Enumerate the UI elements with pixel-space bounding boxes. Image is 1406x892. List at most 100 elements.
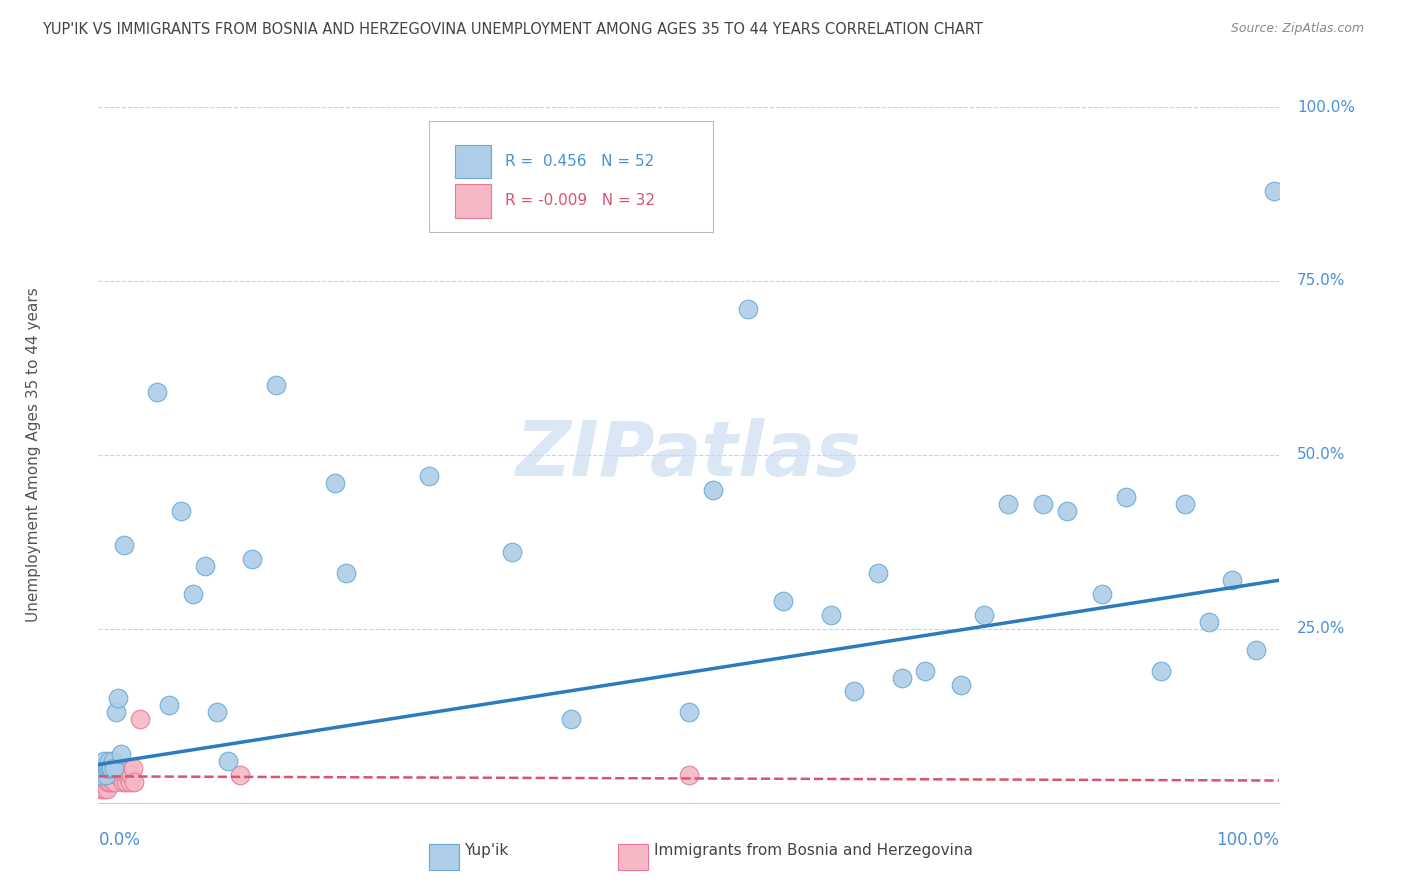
Point	[973, 607, 995, 622]
Point	[120, 775, 142, 789]
Point	[93, 781, 115, 796]
Point	[264, 378, 287, 392]
Point	[128, 712, 150, 726]
Point	[98, 754, 121, 768]
Point	[335, 566, 357, 581]
Point	[94, 768, 117, 782]
Point	[108, 768, 131, 782]
Point	[91, 768, 114, 782]
Bar	[429, 844, 458, 871]
Point	[1091, 587, 1114, 601]
Point	[98, 768, 121, 782]
Point	[418, 468, 440, 483]
Text: 25.0%: 25.0%	[1298, 622, 1346, 636]
Point	[107, 761, 129, 775]
Text: Source: ZipAtlas.com: Source: ZipAtlas.com	[1230, 22, 1364, 36]
Point	[229, 768, 252, 782]
Text: ZIPatlas: ZIPatlas	[516, 418, 862, 491]
Point	[105, 768, 128, 782]
Point	[96, 781, 118, 796]
Point	[1032, 497, 1054, 511]
Point	[107, 691, 129, 706]
Point	[96, 761, 118, 775]
Point	[1263, 184, 1285, 198]
Point	[98, 761, 121, 775]
Point	[91, 761, 114, 775]
Point	[117, 761, 139, 775]
Point	[105, 761, 128, 775]
Point	[101, 754, 124, 768]
Text: YUP'IK VS IMMIGRANTS FROM BOSNIA AND HERZEGOVINA UNEMPLOYMENT AMONG AGES 35 TO 4: YUP'IK VS IMMIGRANTS FROM BOSNIA AND HER…	[42, 22, 983, 37]
Point	[103, 768, 125, 782]
Point	[100, 768, 122, 782]
Point	[90, 781, 112, 796]
Text: 50.0%: 50.0%	[1298, 448, 1346, 462]
Point	[122, 775, 145, 789]
Point	[949, 677, 972, 691]
Point	[194, 559, 217, 574]
Point	[678, 768, 700, 782]
Point	[1115, 490, 1137, 504]
Point	[820, 607, 842, 622]
Point	[98, 775, 121, 789]
Point	[181, 587, 204, 601]
Bar	[619, 844, 648, 871]
Point	[217, 754, 239, 768]
Point	[105, 706, 128, 720]
Point	[1198, 615, 1220, 629]
Point	[94, 775, 117, 789]
Point	[1150, 664, 1173, 678]
Point	[101, 775, 124, 789]
Text: R =  0.456   N = 52: R = 0.456 N = 52	[505, 153, 654, 169]
Point	[110, 747, 132, 761]
Point	[323, 475, 346, 490]
Point	[93, 754, 115, 768]
Point	[157, 698, 180, 713]
Point	[115, 768, 138, 782]
Text: R = -0.009   N = 32: R = -0.009 N = 32	[505, 194, 655, 209]
Point	[560, 712, 582, 726]
Text: 75.0%: 75.0%	[1298, 274, 1346, 288]
Bar	[456, 185, 491, 218]
Point	[112, 775, 135, 789]
Point	[772, 594, 794, 608]
Point	[170, 503, 193, 517]
Point	[240, 552, 263, 566]
Point	[112, 768, 135, 782]
Text: Unemployment Among Ages 35 to 44 years: Unemployment Among Ages 35 to 44 years	[25, 287, 41, 623]
Point	[121, 768, 143, 782]
Point	[1220, 573, 1243, 587]
Point	[97, 761, 120, 775]
Point	[1244, 642, 1267, 657]
Point	[737, 301, 759, 316]
Point	[997, 497, 1019, 511]
Bar	[456, 145, 491, 178]
Point	[91, 775, 114, 789]
Point	[205, 706, 228, 720]
Point	[111, 768, 134, 782]
Text: Immigrants from Bosnia and Herzegovina: Immigrants from Bosnia and Herzegovina	[654, 843, 973, 858]
Point	[104, 775, 127, 789]
Point	[91, 761, 114, 775]
Point	[501, 545, 523, 559]
Point	[1174, 497, 1197, 511]
Text: Yup'ik: Yup'ik	[464, 843, 509, 858]
Text: 100.0%: 100.0%	[1216, 830, 1279, 848]
FancyBboxPatch shape	[429, 121, 713, 232]
Point	[100, 761, 122, 775]
Text: 0.0%: 0.0%	[98, 830, 141, 848]
Point	[97, 775, 120, 789]
Point	[890, 671, 912, 685]
Point	[110, 761, 132, 775]
Point	[118, 768, 141, 782]
Point	[121, 761, 143, 775]
Point	[1056, 503, 1078, 517]
Point	[678, 706, 700, 720]
Point	[112, 538, 135, 552]
Point	[844, 684, 866, 698]
Point	[90, 768, 112, 782]
Point	[103, 761, 125, 775]
Text: 100.0%: 100.0%	[1298, 100, 1355, 114]
Point	[702, 483, 724, 497]
Point	[114, 775, 136, 789]
